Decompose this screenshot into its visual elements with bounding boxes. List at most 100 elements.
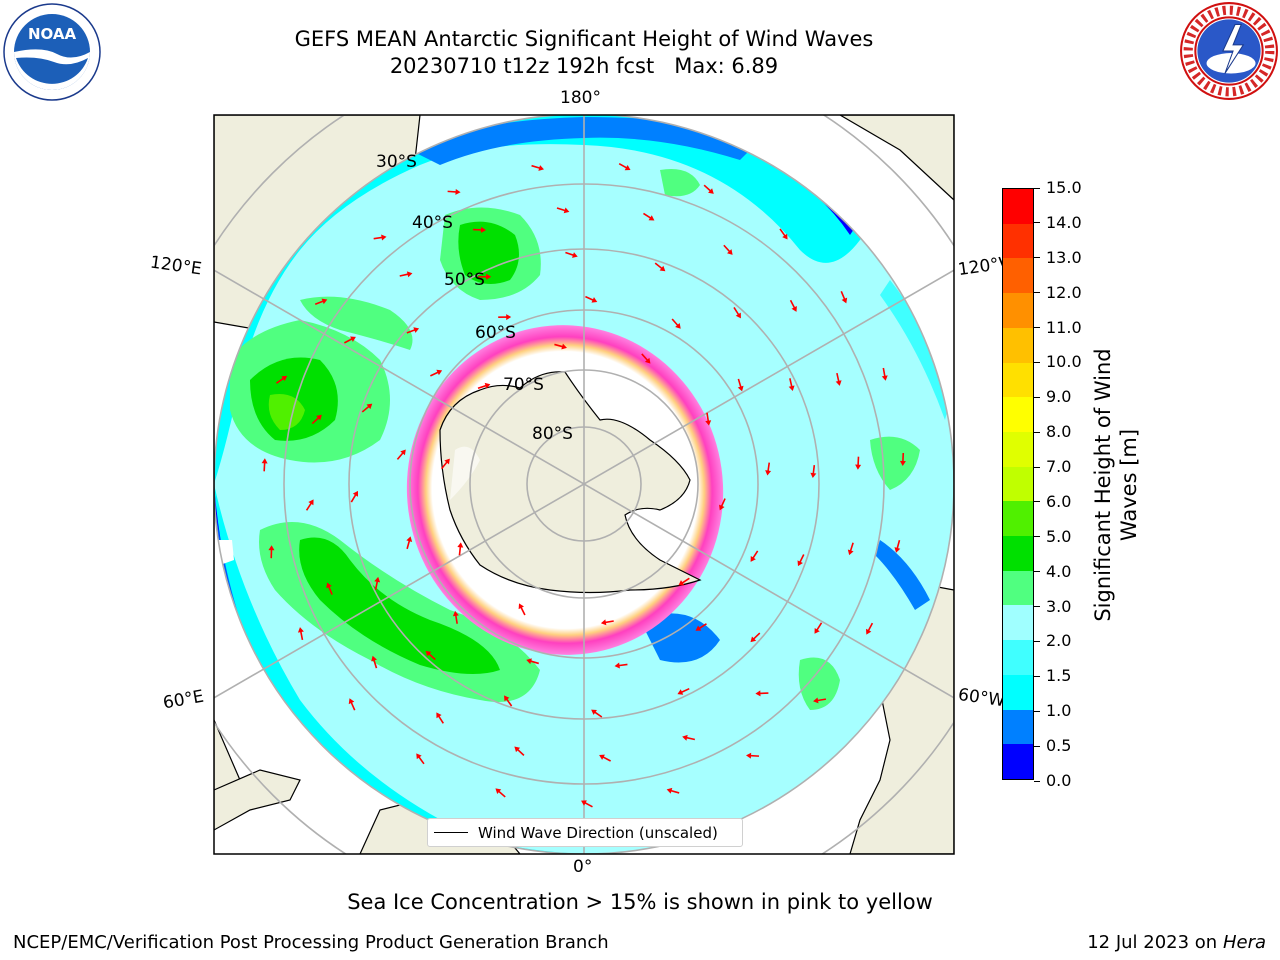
- wind-wave-arrow: [350, 490, 359, 503]
- colorbar-segment: [1003, 674, 1033, 710]
- wind-wave-arrow: [881, 367, 888, 381]
- lat-label-40s: 40°S: [412, 213, 453, 233]
- wind-wave-arrow: [755, 690, 769, 697]
- footer-host: Hera: [1222, 932, 1266, 953]
- colorbar-segment: [1003, 640, 1033, 675]
- wind-wave-arrow: [671, 318, 681, 329]
- colorbar-ticks: 0.0 0.5 1.0 1.5 2.0 3.0 4.0 5.0 6.0 7.0 8.0 9.0 10.0…: [1036, 180, 1116, 789]
- colorbar-tick-label: 1.0: [1036, 703, 1071, 719]
- wind-wave-arrow: [326, 582, 333, 595]
- wind-wave-arrow: [430, 369, 443, 377]
- wind-wave-arrow: [705, 412, 712, 426]
- colorbar-tick-label: 7.0: [1036, 459, 1071, 475]
- wind-wave-arrow: [682, 734, 696, 741]
- wind-wave-arrow: [373, 234, 387, 241]
- footer-date: 12 Jul 2023 on Hera: [1087, 932, 1266, 953]
- colorbar-segment: [1003, 362, 1033, 398]
- colorbar-tick-label: 6.0: [1036, 493, 1071, 510]
- wind-wave-arrow: [531, 164, 545, 171]
- wind-wave-arrow: [810, 465, 817, 479]
- wind-wave-arrow: [677, 687, 690, 695]
- wind-wave-arrow: [695, 623, 707, 631]
- colorbar-tick-label: 8.0: [1036, 424, 1071, 440]
- lat-label-70s: 70°S: [503, 375, 544, 395]
- wind-wave-arrow: [847, 542, 854, 556]
- wind-wave-arrow: [788, 378, 795, 392]
- wind-wave-arrow: [374, 576, 381, 590]
- wind-wave-arrow: [899, 452, 906, 466]
- wind-wave-arrow: [600, 619, 614, 626]
- colorbar-segment: [1003, 570, 1033, 606]
- wind-wave-arrow: [314, 298, 328, 306]
- colorbar-tick-label: 14.0: [1036, 214, 1082, 231]
- wind-wave-arrow: [737, 378, 744, 392]
- wind-wave-arrow: [581, 800, 593, 808]
- colorbar-tick-label: 15.0: [1036, 180, 1082, 196]
- colorbar-segment: [1003, 258, 1033, 294]
- colorbar-segment: [1003, 293, 1033, 328]
- wind-wave-arrow: [643, 212, 655, 221]
- lon-label-0: 0°: [573, 857, 593, 877]
- colorbar-segment: [1003, 744, 1033, 779]
- colorbar-segment: [1003, 536, 1033, 571]
- colorbar-tick-label: 5.0: [1036, 528, 1071, 545]
- colorbar-tick-label: 9.0: [1036, 389, 1071, 405]
- wind-wave-arrows: [261, 162, 906, 808]
- svg-text:NOAA: NOAA: [28, 25, 77, 43]
- wind-wave-arrow: [447, 188, 461, 195]
- wind-wave-arrow: [746, 752, 760, 759]
- wind-wave-arrow: [814, 622, 823, 634]
- wind-wave-arrow: [396, 449, 406, 460]
- wind-wave-arrow: [440, 458, 450, 470]
- wind-wave-arrow: [599, 754, 611, 762]
- nws-logo: [1180, 2, 1278, 100]
- wind-wave-arrow: [719, 498, 726, 511]
- colorbar-tick-label: 1.5: [1036, 668, 1071, 684]
- colorbar-tick-label: 0.5: [1036, 738, 1071, 754]
- lat-label-50s: 50°S: [444, 270, 485, 290]
- colorbar-tick-label: 13.0: [1036, 249, 1082, 266]
- title-line-2: 20230710 t12z 192h fcst Max: 6.89: [389, 54, 779, 78]
- wind-wave-arrow: [556, 207, 570, 214]
- wind-wave-arrow: [406, 536, 413, 550]
- colorbar-tick-label: 2.0: [1036, 633, 1071, 649]
- wind-wave-arrow: [703, 184, 714, 194]
- wind-wave-arrow: [406, 327, 420, 334]
- wind-wave-arrow: [498, 314, 512, 321]
- wind-wave-arrow: [297, 627, 304, 641]
- colorbar-tick-label: 0.0: [1036, 773, 1071, 789]
- wind-wave-arrow: [666, 787, 680, 794]
- wind-wave-arrow: [344, 336, 356, 344]
- wind-wave-arrow: [733, 306, 741, 319]
- wind-wave-arrow: [275, 375, 288, 384]
- colorbar-segment: [1003, 431, 1033, 467]
- wind-wave-arrow: [261, 458, 268, 472]
- wind-wave-arrow: [472, 226, 486, 233]
- wind-wave-arrow: [311, 414, 322, 425]
- wind-wave-arrow: [504, 695, 513, 707]
- wind-wave-arrow: [779, 228, 788, 240]
- colorbar-segment: [1003, 466, 1033, 502]
- wind-wave-arrow: [840, 291, 848, 304]
- wind-wave-arrow: [361, 403, 373, 413]
- wind-wave-arrow: [789, 299, 797, 312]
- wind-wave-arrow: [514, 746, 525, 756]
- legend-label: Wind Wave Direction (unscaled): [478, 823, 718, 842]
- colorbar-tick-label: 10.0: [1036, 354, 1082, 370]
- title-line-1: GEFS MEAN Antarctic Significant Height o…: [294, 27, 874, 51]
- wind-wave-arrow: [894, 540, 901, 553]
- wind-wave-arrow: [425, 650, 436, 661]
- wind-wave-arrow: [678, 577, 690, 586]
- map-legend: Wind Wave Direction (unscaled): [427, 818, 743, 847]
- wind-wave-arrow: [765, 462, 772, 476]
- wind-wave-arrow: [554, 343, 567, 350]
- wind-wave-arrow: [654, 262, 666, 272]
- colorbar-segment: [1003, 397, 1033, 432]
- wind-wave-arrow: [452, 610, 459, 624]
- lat-label-60s: 60°S: [475, 323, 516, 343]
- lon-label-180: 180°: [560, 88, 601, 108]
- colorbar-segment: [1003, 501, 1033, 537]
- wind-wave-arrow: [585, 295, 598, 303]
- colorbar-segment: [1003, 327, 1033, 363]
